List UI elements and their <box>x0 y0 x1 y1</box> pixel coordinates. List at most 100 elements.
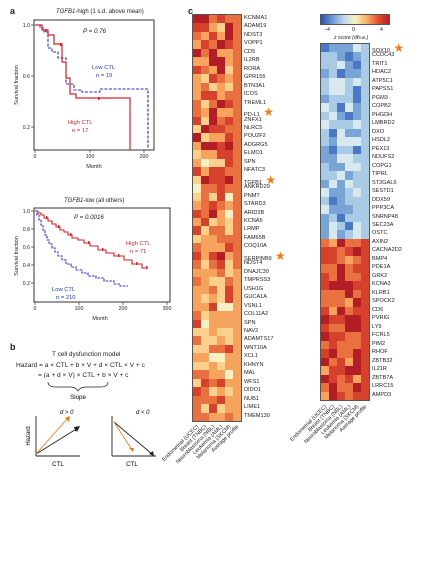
heatmap-cell <box>225 209 234 219</box>
heatmap-cell <box>329 374 338 384</box>
gene-label: MAL <box>244 369 256 377</box>
heatmap-cell <box>217 395 226 405</box>
heatmap-cell <box>193 141 202 151</box>
heatmap-cell <box>337 247 346 257</box>
heatmap-cell <box>353 205 362 214</box>
heatmap-cell <box>345 255 354 265</box>
heatmap-cell <box>233 40 242 50</box>
heatmap-cell <box>337 60 346 70</box>
heatmap-cell <box>353 52 362 62</box>
heatmap-cell <box>217 234 226 244</box>
heatmap-cell <box>345 349 354 358</box>
heatmap-cell <box>201 268 210 278</box>
heatmap-cell <box>329 196 338 206</box>
gene-label: VSNL1 <box>244 302 262 310</box>
gene-label-text: NUB1 <box>244 395 259 402</box>
panel-b-letter: b <box>10 342 16 352</box>
heatmap-cell <box>321 340 330 350</box>
heatmap-cell <box>337 230 346 240</box>
heatmap-cell <box>361 238 370 248</box>
gene-label-text: DNAJC30 <box>244 268 269 275</box>
heatmap-cell <box>201 15 210 24</box>
panel-a-letter: a <box>10 6 16 16</box>
heatmap-cell <box>353 289 362 299</box>
heatmap-cell <box>337 86 346 96</box>
km-bottom-low-n: n = 210 <box>56 295 76 301</box>
gene-label: LRRC15 <box>372 382 393 390</box>
heatmap-cell <box>345 315 354 324</box>
heatmap-cell <box>233 260 242 270</box>
heatmap-cell <box>209 251 218 261</box>
heatmap-cell <box>193 294 202 303</box>
heatmap-cell <box>201 387 210 396</box>
heatmap-cell <box>321 264 330 274</box>
heatmap-cell <box>193 124 202 134</box>
heatmap-cell <box>225 192 234 202</box>
heatmap-cell <box>209 285 218 295</box>
heatmap-cell <box>329 247 338 257</box>
gene-label-text: SESTD1 <box>372 188 394 195</box>
heatmap-cell <box>217 361 226 371</box>
gene-label: LIME1 <box>244 403 260 411</box>
heatmap-cell <box>209 336 218 346</box>
heatmap-cell <box>353 171 362 180</box>
heatmap-cell <box>337 44 346 53</box>
heatmap-cell <box>225 285 234 295</box>
heatmap-cell <box>337 323 346 333</box>
heatmap-cell <box>353 264 362 274</box>
heatmap-cell <box>233 82 242 92</box>
gene-label-text: ATP5C1 <box>372 77 393 84</box>
gene-label-text: ST3GAL6 <box>372 179 397 186</box>
heatmap-cell <box>321 145 330 155</box>
heatmap-cell <box>201 175 210 185</box>
heatmap-cell <box>337 391 346 401</box>
heatmap-cell <box>329 298 338 308</box>
gene-label-text: PIM2 <box>372 340 386 347</box>
heatmap-cell <box>233 175 242 185</box>
highlight-star-icon: ★ <box>259 105 274 120</box>
gene-label: NUB1 <box>244 395 259 403</box>
gene-label: TMEM130 <box>244 412 270 420</box>
heatmap-cell <box>193 167 202 176</box>
heatmap-cell <box>361 222 370 231</box>
heatmap-cell <box>329 162 338 172</box>
gene-label: SEC23A <box>372 221 393 229</box>
gene-label: STARD3 <box>244 200 266 208</box>
heatmap-cell <box>217 251 226 261</box>
heatmap-cell <box>225 404 234 413</box>
heatmap-cell <box>337 374 346 384</box>
km-top-high-n: n = 17 <box>72 128 88 134</box>
gene-label: CD6 <box>372 306 383 314</box>
heatmap-cell <box>225 167 234 176</box>
km-top-xtick-1: 0 <box>34 154 37 160</box>
heatmap-cell <box>361 264 370 274</box>
heatmap-cell <box>209 65 218 75</box>
gene-label-text: LY9 <box>372 323 382 330</box>
heatmap-cell <box>217 150 226 160</box>
heatmap-cell <box>217 353 226 363</box>
gene-label: AMPD3 <box>372 391 391 399</box>
km-bottom-ytick-5: 0.2 <box>23 281 30 287</box>
gene-label-text: SNRNP48 <box>372 213 398 220</box>
heatmap-cell <box>225 141 234 151</box>
colorbar-tick-low: −4 <box>324 27 330 33</box>
highlight-star-icon: ★ <box>262 172 277 187</box>
heatmap-cell <box>321 247 330 257</box>
gene-label-text: ANKRD29 <box>244 184 270 191</box>
heatmap-cell <box>193 133 202 143</box>
gene-label-text: AXIN2 <box>372 238 389 245</box>
heatmap-cell <box>209 260 218 270</box>
heatmap-cell <box>233 184 242 193</box>
gene-label: NLRC5 <box>244 124 262 132</box>
heatmap-cell <box>361 357 370 367</box>
heatmap-cell <box>217 23 226 33</box>
heatmap-cell <box>361 366 370 375</box>
heatmap-cell <box>201 378 210 388</box>
heatmap-cell <box>217 57 226 67</box>
km-bottom-ytick-4: 0.4 <box>23 263 30 269</box>
heatmap-cell <box>345 366 354 375</box>
km-top-plot: 1.0 0.6 0.2 0 100 200 Month Survival fra… <box>14 19 155 170</box>
gene-label: COQ10A <box>244 242 267 250</box>
heatmap-cell <box>329 86 338 96</box>
heatmap-cell <box>361 272 370 282</box>
